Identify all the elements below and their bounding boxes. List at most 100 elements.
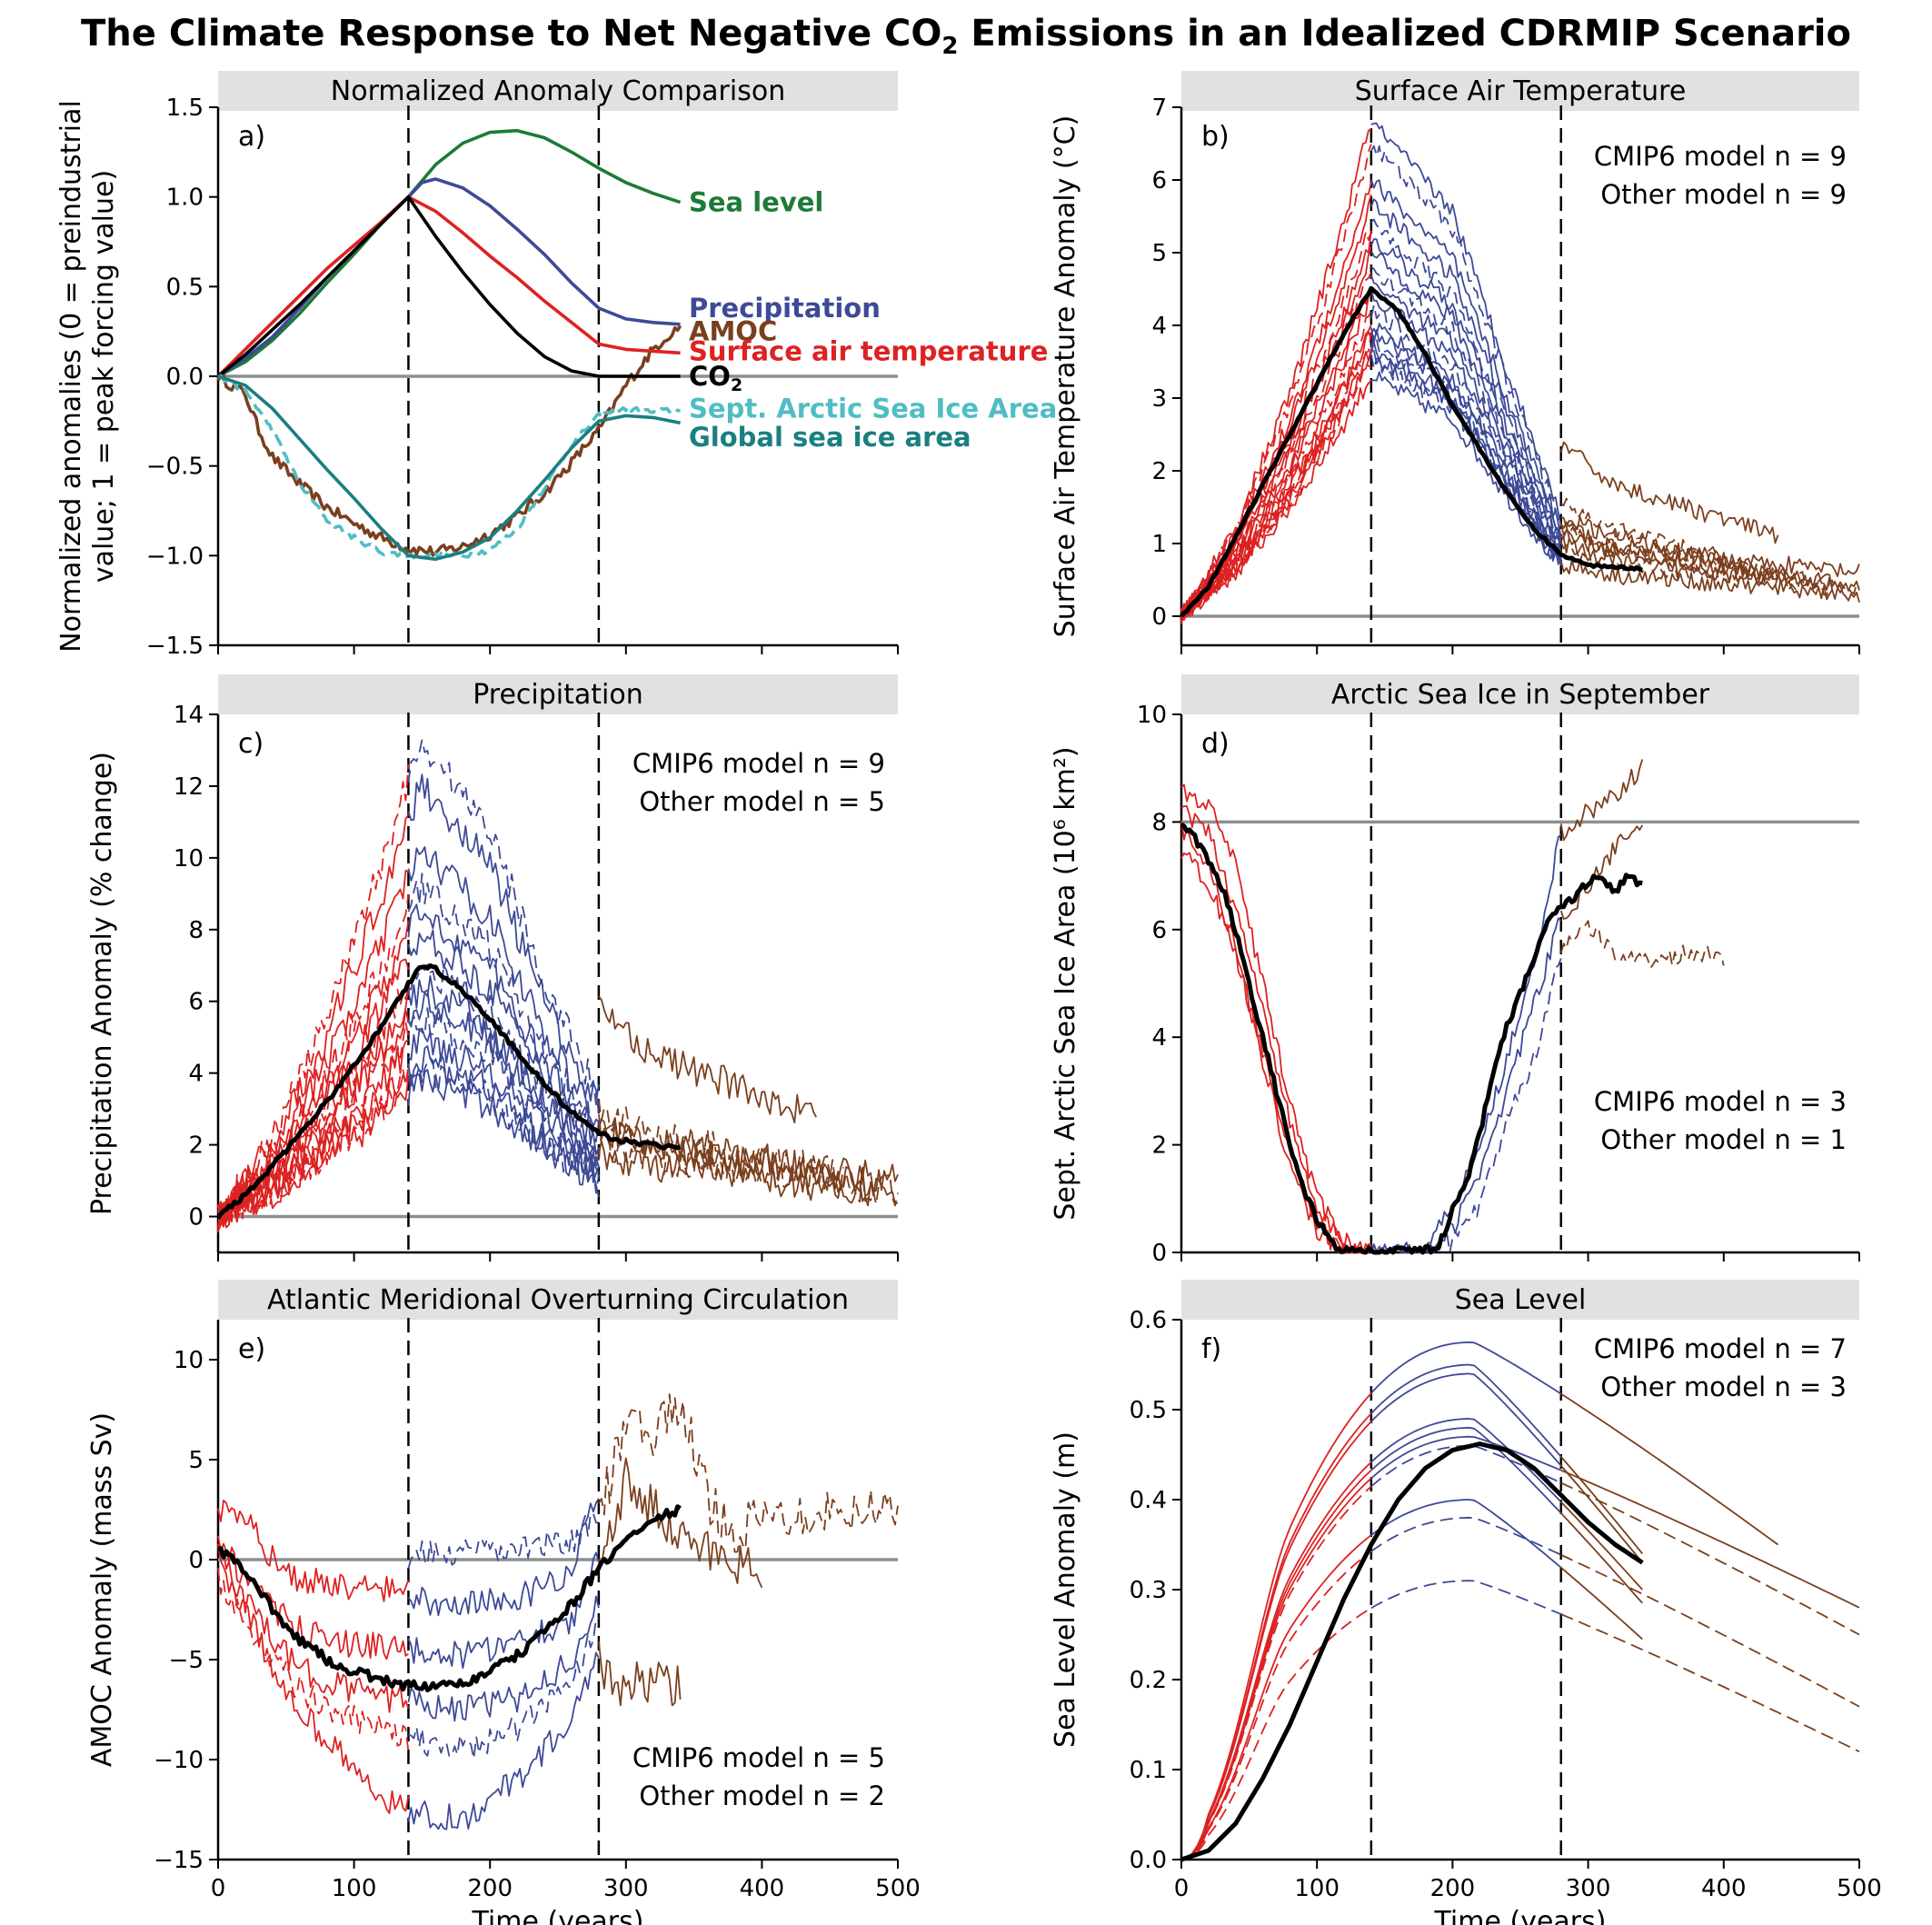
y-tick-label: 4 [1151,1024,1167,1052]
series-line-sea-level [217,128,682,378]
y-tick-label: 0 [1151,603,1167,631]
y-tick-label: 2 [1151,1132,1167,1160]
member-line-ramp-down [407,903,600,1145]
panel-title: Normalized Anomaly Comparison [331,75,785,107]
y-tick-label: 0 [188,1204,204,1232]
member-line-up [1180,805,1372,1253]
y-tick-label: 10 [1137,702,1167,729]
member-line-ramp-up [1180,1551,1372,1860]
y-tick-label: 6 [1151,167,1167,194]
panel-letter: a) [238,121,265,153]
y-tick-label: 0.1 [1130,1757,1167,1784]
x-tick-label: 0 [1174,1875,1190,1902]
member-line-ramp-up [217,987,410,1233]
y-tick-label: 6 [188,989,204,1016]
ensemble-mean-line [1180,1441,1644,1862]
member-line-ramp-up [1180,1485,1372,1860]
model-count-annotation: Other model n = 9 [1600,179,1847,210]
series-line-amoc [216,324,682,557]
member-line-ramp-up [217,869,409,1232]
member-line-ramp-down [1370,1516,1562,1556]
member-line-up [217,1535,409,1661]
series-label: Global sea ice area [689,422,971,453]
member-line-recovery [1560,1553,1860,1708]
y-tick-label: 1.0 [166,185,204,212]
panel-title: Atlantic Meridional Overturning Circulat… [267,1284,849,1316]
y-tick-label: −15 [154,1847,204,1874]
y-tick-label: 1 [1151,531,1167,558]
ensemble-mean-line [1180,285,1643,618]
member-line-ramp-down [1370,145,1562,521]
member-line-ramp-down [407,1069,600,1198]
y-tick-label: 2 [188,1132,204,1160]
member-line-ramp-up [217,813,410,1221]
x-tick-label: 400 [1701,1875,1747,1902]
member-line-ramp-down [1370,1363,1562,1458]
member-line-recovery [1560,1456,1643,1554]
y-tick-label: 4 [1151,313,1167,340]
member-line-recovery [598,1457,763,1589]
member-line-ramp-up [1180,272,1372,618]
member-line-ramp-down [1370,218,1562,541]
y-tick-label: −0.5 [146,454,204,481]
y-tick-label: 0.3 [1130,1577,1167,1604]
member-line-ramp-down [408,963,600,1154]
member-line-recovery [1560,1469,1860,1609]
member-line-recovery [1560,521,1860,577]
model-count-annotation: Other model n = 2 [639,1780,885,1811]
model-count-annotation: CMIP6 model n = 9 [632,748,885,779]
y-tick-label: 10 [174,845,204,873]
y-tick-label: 0.4 [1130,1487,1167,1514]
member-line-recovery [1559,759,1644,842]
member-line-up [1180,820,1372,1253]
figure-title: The Climate Response to Net Negative CO2… [81,13,1851,60]
member-line-ramp-down [1370,1418,1562,1503]
y-axis-label: value; 1 = peak forcing value) [88,170,120,583]
y-tick-label: −10 [154,1747,204,1774]
member-line-recovery [598,995,817,1123]
member-line-ramp-down [1370,323,1562,566]
member-line-ramp-up [217,894,410,1224]
member-line-recovery [1559,441,1779,544]
member-line-ramp-up [1180,1421,1372,1860]
member-line-recovery [1560,536,1834,592]
panel-c: Precipitation 0 2 4 6 8 10 12 14 Precipitation An… [86,674,899,1262]
member-line-recovery [1560,515,1779,581]
member-line-recovery [1559,542,1860,597]
y-tick-label: 4 [188,1061,204,1088]
y-tick-label: 8 [1151,809,1167,836]
member-line-ramp-down [407,975,600,1171]
member-line-ramp-down [407,989,600,1168]
panel-f: Sea Level 0 100 200 300 400 500 0.0 0.1 0.2 0.3 0.4… [1050,1280,1882,1925]
panel-letter: b) [1201,121,1230,153]
x-tick-label: 500 [875,1875,921,1902]
member-line-down [408,1616,600,1760]
member-line-ramp-down [1370,250,1562,539]
y-tick-label: 0.2 [1130,1667,1167,1694]
y-tick-label: 5 [1151,240,1167,267]
member-line-down [407,1551,600,1670]
y-axis-label: Normalized anomalies (0 = preindustrial [55,100,87,653]
y-tick-label: 0.0 [1130,1847,1167,1874]
member-line-down [1370,917,1562,1253]
member-line-ramp-down [1370,371,1562,562]
y-tick-label: 14 [174,702,204,729]
member-line-ramp-down [1370,122,1562,526]
member-line-ramp-down [1370,1435,1562,1480]
x-tick-label: 300 [603,1875,649,1902]
member-line-up [1180,783,1372,1253]
member-line-ramp-up [1180,1412,1372,1860]
y-tick-label: 10 [174,1347,204,1374]
model-count-annotation: CMIP6 model n = 9 [1594,141,1847,172]
x-tick-label: 300 [1566,1875,1611,1902]
model-count-annotation: Other model n = 5 [639,786,885,817]
series-line-co2 [216,194,681,378]
member-line-ramp-down [407,846,600,1127]
x-tick-label: 200 [1430,1875,1476,1902]
member-line-ramp-up [217,1021,410,1231]
member-line-ramp-down [1370,1341,1562,1395]
member-line-ramp-down [407,873,600,1142]
y-tick-label: 5 [188,1447,204,1474]
y-tick-label: 0 [1151,1240,1167,1267]
